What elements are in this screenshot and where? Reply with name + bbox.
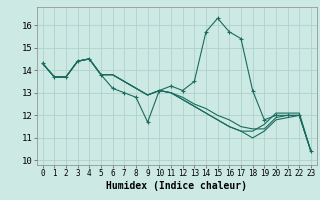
X-axis label: Humidex (Indice chaleur): Humidex (Indice chaleur) bbox=[106, 181, 247, 191]
